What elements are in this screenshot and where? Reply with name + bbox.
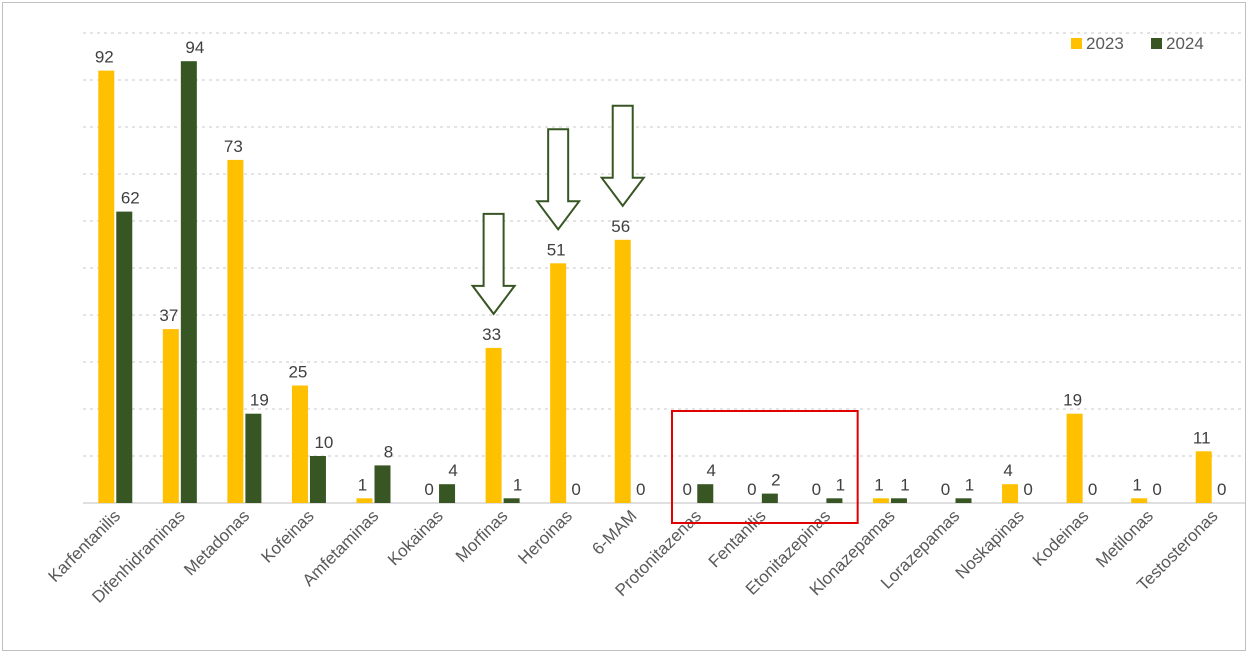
legend-label-2024: 2024 — [1166, 34, 1204, 53]
data-label-2024-Noskapinas: 0 — [1023, 480, 1032, 499]
legend-label-2023: 2023 — [1086, 34, 1124, 53]
down-arrow-icon — [535, 128, 582, 231]
bar-2023-Metilonas — [1131, 498, 1148, 503]
bar-2024-Klonazepamas — [890, 498, 907, 503]
legend-swatch-2024 — [1151, 38, 1162, 49]
data-label-2024-Karfentanilis: 62 — [121, 189, 140, 208]
bar-2024-Fentanilis — [761, 493, 778, 503]
bar-2023-Kodeinas — [1066, 413, 1083, 503]
bar-2023-Klonazepamas — [872, 498, 889, 503]
data-label-2023-Heroinas: 51 — [547, 240, 566, 259]
data-label-2024-Lorazepamas: 1 — [965, 475, 974, 494]
data-label-2024-Fentanilis: 2 — [771, 471, 780, 490]
legend-swatch-2023 — [1071, 38, 1082, 49]
data-label-2024-Metilonas: 0 — [1152, 480, 1161, 499]
x-tick-label: Kokainas — [384, 506, 447, 569]
data-label-2024-Klonazepamas: 1 — [900, 475, 909, 494]
data-label-2023-Kodeinas: 19 — [1063, 391, 1082, 410]
data-label-2024-Testosteronas: 0 — [1217, 480, 1226, 499]
data-label-2024-6-MAM: 0 — [636, 480, 645, 499]
bar-2023-Noskapinas — [1002, 484, 1019, 503]
bar-2023-6-MAM — [614, 239, 631, 504]
bar-2024-Lorazepamas — [955, 498, 972, 503]
data-label-2023-Amfetaminas: 1 — [358, 475, 367, 494]
data-label-2024-Protonitazenas: 4 — [707, 461, 716, 480]
data-label-2024-Morfinas: 1 — [513, 475, 522, 494]
x-tick-label: Metilonas — [1092, 506, 1157, 571]
data-label-2023-Metilonas: 1 — [1132, 475, 1141, 494]
data-label-2023-Kofeinas: 25 — [288, 363, 307, 382]
data-label-2024-Etonitazepinas: 1 — [836, 475, 845, 494]
x-tick-label: 6-MAM — [588, 506, 640, 558]
bar-2024-Difenhidraminas — [180, 61, 197, 503]
bar-2024-Metadonas — [245, 413, 262, 503]
bar-2023-Heroinas — [550, 263, 567, 503]
bar-2024-Amfetaminas — [374, 465, 391, 503]
data-label-2024-Difenhidraminas: 94 — [185, 38, 204, 57]
data-label-2024-Kokainas: 4 — [448, 461, 457, 480]
bar-2024-Kokainas — [439, 484, 456, 503]
bar-2023-Morfinas — [485, 347, 502, 503]
bar-2024-Kofeinas — [309, 456, 326, 503]
data-label-2023-Karfentanilis: 92 — [95, 48, 114, 67]
bar-2023-Amfetaminas — [356, 498, 373, 503]
data-label-2023-6-MAM: 56 — [611, 217, 630, 236]
down-arrow-icon — [599, 104, 646, 208]
data-label-2023-Etonitazepinas: 0 — [812, 480, 821, 499]
down-arrow-icon — [470, 212, 517, 316]
x-tick-label: Morfinas — [452, 506, 512, 566]
data-label-2023-Lorazepamas: 0 — [941, 480, 950, 499]
bar-2024-Etonitazepinas — [826, 498, 843, 503]
data-label-2023-Morfinas: 33 — [482, 325, 501, 344]
bar-2024-Morfinas — [503, 498, 520, 503]
x-tick-label: Kodeinas — [1029, 506, 1093, 570]
bar-2024-Protonitazenas — [697, 484, 714, 503]
data-label-2023-Fentanilis: 0 — [747, 480, 756, 499]
bar-2023-Testosteronas — [1195, 451, 1212, 503]
highlight-box — [671, 410, 859, 524]
bar-2024-Karfentanilis — [116, 211, 133, 503]
data-label-2024-Amfetaminas: 8 — [384, 442, 393, 461]
bar-2023-Kofeinas — [291, 385, 308, 503]
data-label-2023-Noskapinas: 4 — [1003, 461, 1012, 480]
data-label-2024-Heroinas: 0 — [571, 480, 580, 499]
data-label-2023-Protonitazenas: 0 — [683, 480, 692, 499]
data-label-2024-Kodeinas: 0 — [1088, 480, 1097, 499]
data-label-2023-Klonazepamas: 1 — [874, 475, 883, 494]
bar-2023-Metadonas — [227, 159, 244, 503]
data-label-2023-Metadonas: 73 — [224, 137, 243, 156]
x-tick-label: Kofeinas — [258, 506, 318, 566]
x-tick-label: Metadonas — [180, 506, 253, 579]
x-tick-label: Heroinas — [514, 506, 576, 568]
data-label-2023-Kokainas: 0 — [424, 480, 433, 499]
x-tick-label: Noskapinas — [952, 506, 1028, 582]
bar-2023-Difenhidraminas — [162, 329, 179, 503]
data-label-2023-Difenhidraminas: 37 — [159, 306, 178, 325]
bar-2023-Karfentanilis — [98, 70, 115, 503]
x-tick-label: Fentanilis — [705, 506, 770, 571]
data-label-2024-Kofeinas: 10 — [314, 433, 333, 452]
data-label-2024-Metadonas: 19 — [250, 391, 269, 410]
data-label-2023-Testosteronas: 11 — [1193, 428, 1211, 447]
